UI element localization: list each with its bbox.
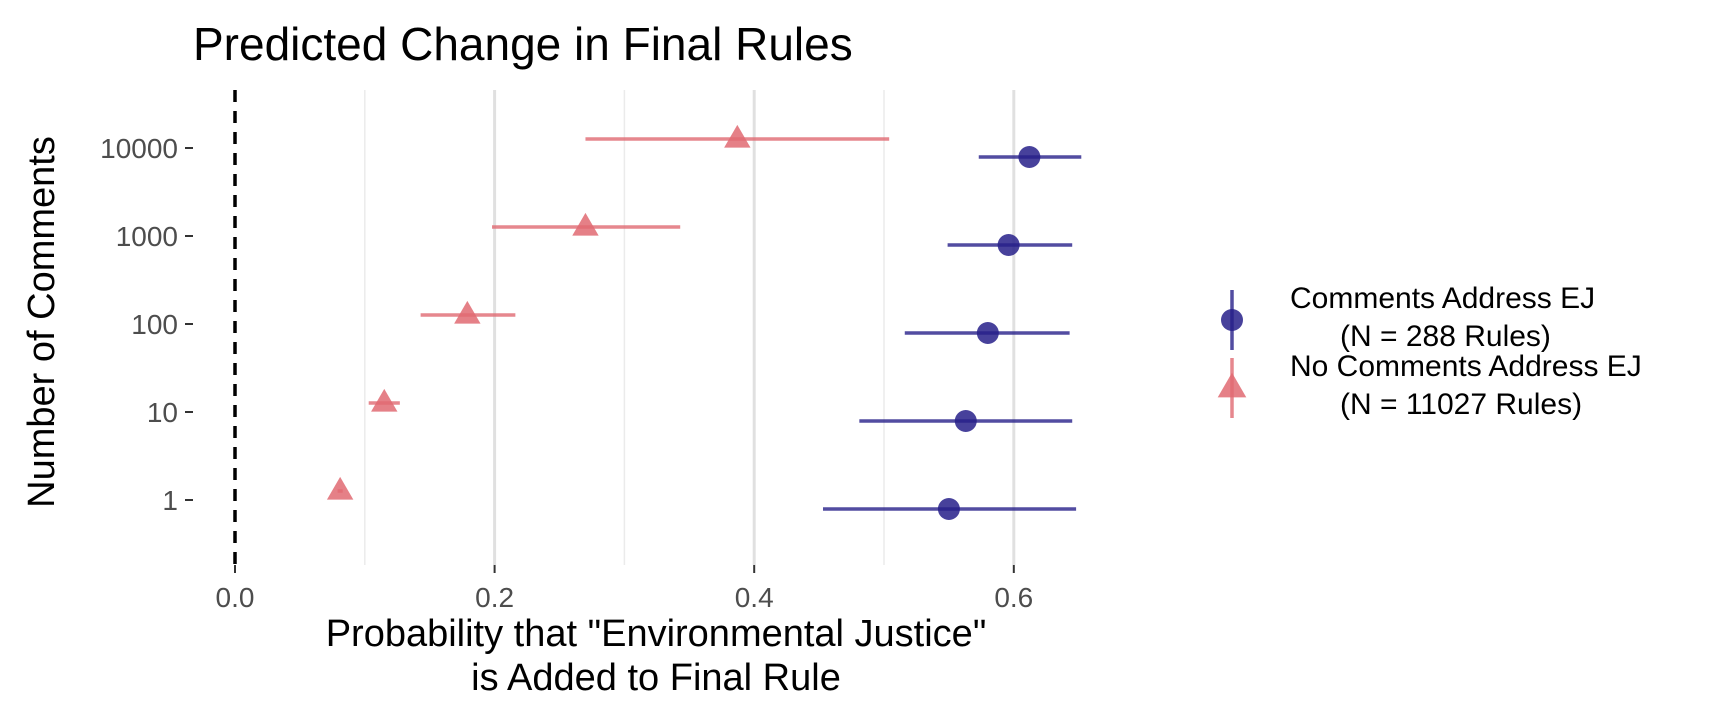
- y-tick-label: 1: [162, 485, 178, 516]
- point-triangle: [724, 124, 751, 148]
- series-comments-address-ej: [822, 146, 1082, 520]
- legend-label: Comments Address EJ: [1290, 282, 1595, 315]
- point-triangle: [454, 300, 481, 324]
- chart-title: Predicted Change in Final Rules: [193, 18, 853, 70]
- y-tick-label: 10000: [100, 133, 178, 164]
- point-triangle: [572, 212, 599, 236]
- legend-item-comments-address-ej: Comments Address EJ (N = 288 Rules): [1221, 282, 1595, 353]
- plot-marks: [326, 124, 1082, 520]
- series-no-comments-address-ej: [326, 124, 890, 500]
- x-axis: 0.0 0.2 0.4 0.6: [216, 565, 1033, 613]
- x-tick-label: 0.2: [475, 582, 514, 613]
- legend-label-note: (N = 288 Rules): [1340, 320, 1551, 353]
- y-axis-title: Number of Comments: [21, 136, 63, 508]
- y-axis: 1 10 100 1000 10000: [100, 133, 193, 516]
- legend-item-no-comments-address-ej: No Comments Address EJ (N = 11027 Rules): [1217, 350, 1642, 421]
- point-triangle: [371, 388, 398, 412]
- legend-key-triangle: [1217, 372, 1247, 398]
- legend-key-circle: [1221, 309, 1243, 331]
- point-circle: [997, 234, 1020, 256]
- y-tick-label: 100: [131, 309, 178, 340]
- point-circle: [937, 498, 960, 520]
- legend-label-note: (N = 11027 Rules): [1340, 388, 1582, 421]
- x-axis-title-line-1: Probability that "Environmental Justice": [326, 613, 987, 655]
- gridlines: [364, 90, 1016, 565]
- x-tick-label: 0.6: [994, 582, 1033, 613]
- point-circle: [954, 410, 977, 432]
- x-tick-label: 0.0: [216, 582, 255, 613]
- x-axis-title-line-2: is Added to Final Rule: [471, 657, 841, 699]
- point-triangle: [326, 476, 354, 500]
- legend: Comments Address EJ (N = 288 Rules)No Com…: [1217, 282, 1642, 421]
- legend-label: No Comments Address EJ: [1290, 350, 1642, 383]
- y-tick-label: 10: [147, 397, 178, 428]
- y-tick-label: 1000: [116, 221, 178, 252]
- x-tick-label: 0.4: [735, 582, 774, 613]
- point-circle: [976, 322, 999, 344]
- point-circle: [1018, 146, 1041, 168]
